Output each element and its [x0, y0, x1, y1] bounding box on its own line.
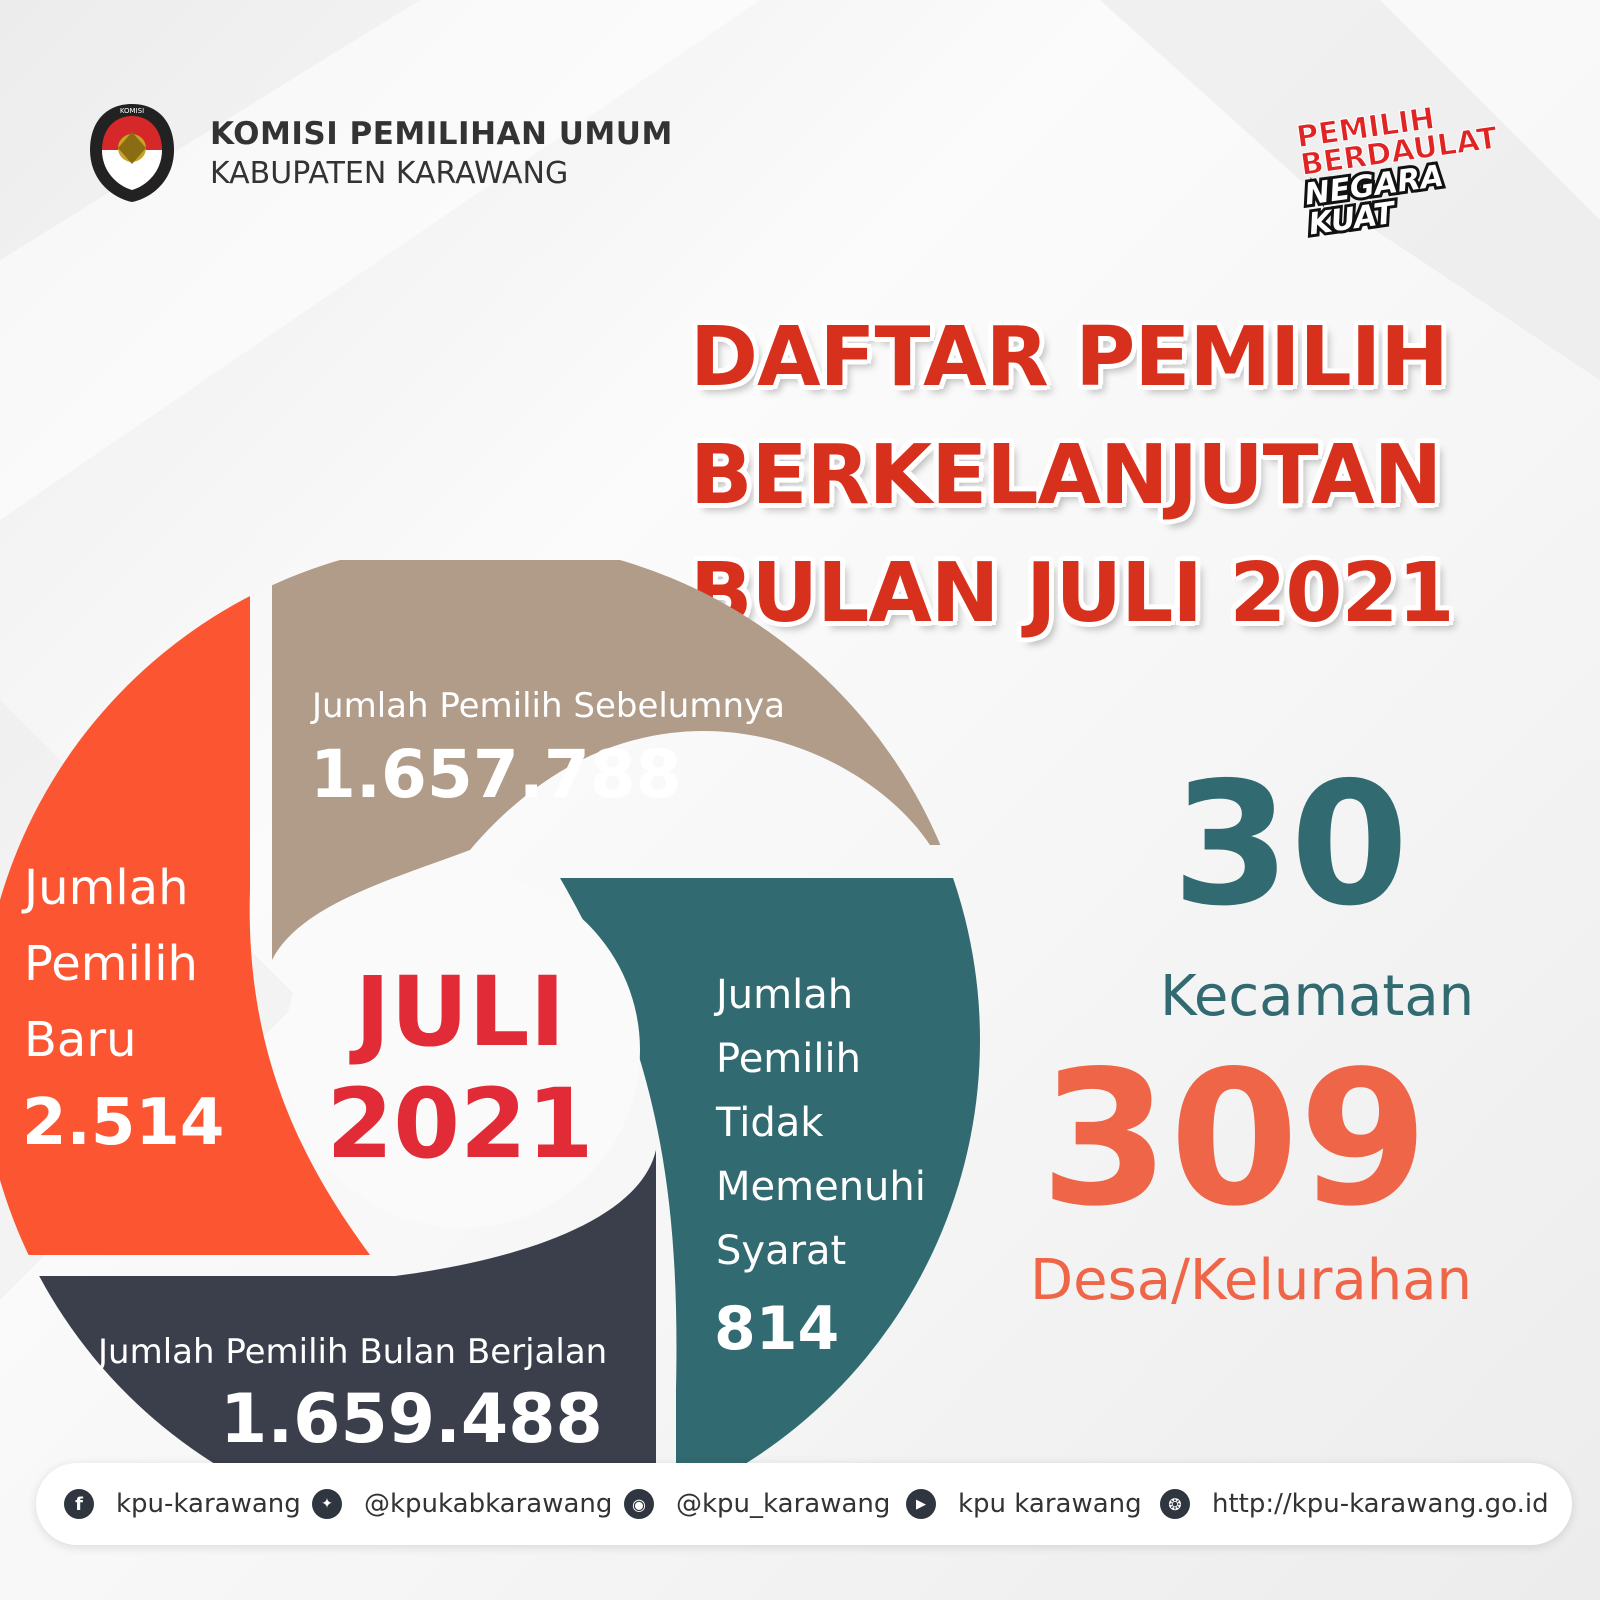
- desa-count: 309: [1040, 1030, 1429, 1247]
- kecamatan-label: Kecamatan: [1160, 964, 1475, 1029]
- footer-youtube[interactable]: ▶ kpu karawang: [906, 1463, 1142, 1545]
- kecamatan-count: 30: [1172, 746, 1409, 944]
- title-line-3: BULAN JULI 2021: [690, 546, 1455, 641]
- current-voters-label: Jumlah Pemilih Bulan Berjalan: [98, 1332, 608, 1372]
- social-footer: f kpu-karawang ✦ @kpukabkarawang ◉ @kpu_…: [36, 1463, 1572, 1545]
- new-voters-value: 2.514: [22, 1086, 225, 1160]
- title-line-1: DAFTAR PEMILIH: [690, 310, 1449, 405]
- ineligible-label-3: Tidak: [716, 1100, 824, 1146]
- ineligible-label-5: Syarat: [716, 1228, 847, 1274]
- footer-website-text: http://kpu-karawang.go.id: [1212, 1489, 1549, 1519]
- footer-twitter-text: @kpukabkarawang: [364, 1489, 613, 1519]
- current-voters-value: 1.659.488: [220, 1380, 603, 1459]
- previous-voters-label: Jumlah Pemilih Sebelumnya: [312, 686, 785, 726]
- twitter-icon: ✦: [312, 1489, 342, 1519]
- ineligible-value: 814: [714, 1294, 840, 1364]
- web-icon: ❂: [1160, 1489, 1190, 1519]
- ineligible-label-4: Memenuhi: [716, 1164, 926, 1210]
- footer-instagram-text: @kpu_karawang: [676, 1489, 891, 1519]
- donut-center: [284, 872, 640, 1228]
- kpu-logo: KOMISI: [90, 104, 174, 202]
- center-month: JULI: [354, 956, 566, 1068]
- ineligible-label-2: Pemilih: [716, 1036, 861, 1082]
- new-voters-label-2: Pemilih: [24, 936, 198, 992]
- facebook-icon: f: [64, 1489, 94, 1519]
- instagram-icon: ◉: [624, 1489, 654, 1519]
- previous-voters-value: 1.657.788: [310, 736, 682, 813]
- footer-instagram[interactable]: ◉ @kpu_karawang: [624, 1463, 890, 1545]
- footer-twitter[interactable]: ✦ @kpukabkarawang: [312, 1463, 612, 1545]
- org-subtitle: KABUPATEN KARAWANG: [210, 156, 569, 191]
- title-line-2: BERKELANJUTAN: [690, 428, 1442, 523]
- svg-text:KOMISI: KOMISI: [120, 107, 144, 115]
- slogan-badge: PEMILIH BERDAULAT NEGARA KUAT: [1294, 101, 1501, 242]
- new-voters-label-1: Jumlah: [24, 860, 189, 916]
- footer-youtube-text: kpu karawang: [958, 1489, 1142, 1519]
- footer-website[interactable]: ❂ http://kpu-karawang.go.id: [1160, 1463, 1549, 1545]
- footer-facebook[interactable]: f kpu-karawang: [64, 1463, 301, 1545]
- desa-label: Desa/Kelurahan: [1030, 1248, 1473, 1313]
- youtube-icon: ▶: [906, 1489, 936, 1519]
- new-voters-label-3: Baru: [24, 1012, 137, 1068]
- center-year: 2021: [326, 1068, 594, 1180]
- ineligible-label-1: Jumlah: [716, 972, 854, 1018]
- footer-facebook-text: kpu-karawang: [116, 1489, 301, 1519]
- org-name: KOMISI PEMILIHAN UMUM: [210, 116, 673, 152]
